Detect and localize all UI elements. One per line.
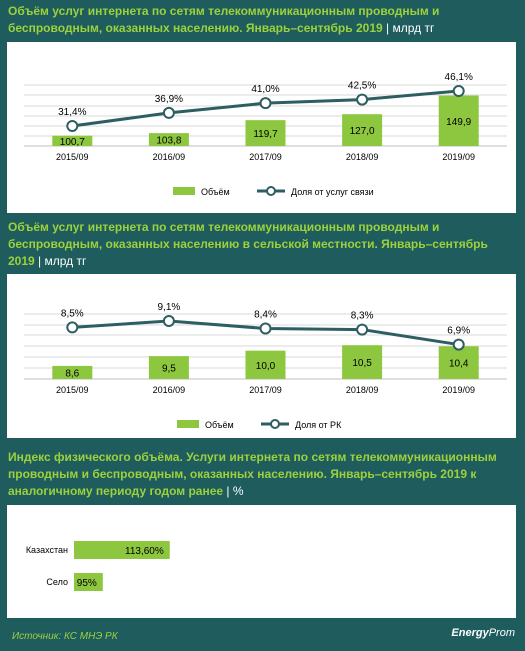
line-label: 8,3%	[351, 311, 374, 322]
line-label: 42,5%	[348, 81, 376, 92]
line-label: 6,9%	[447, 326, 470, 337]
x-tick-label: 2016/09	[153, 152, 186, 162]
bar-2015/09	[52, 135, 93, 146]
bar-label: 10,5	[352, 358, 372, 369]
hbar-category-label: Казахстан	[26, 545, 68, 555]
energyprom-logo: EnergyProm	[451, 627, 515, 639]
line-point	[259, 322, 272, 335]
chart2-svg: 8,6 2015/09 9,5 2016/09 10,0 2017/09 10,5 2018/…	[24, 302, 507, 430]
line-point	[356, 323, 369, 336]
line-point	[356, 93, 369, 106]
chart2-title-text: Объём услуг интернета по сетям телекомму…	[8, 220, 488, 268]
bar-2019/09	[438, 346, 479, 379]
line-point	[66, 321, 79, 334]
x-tick-label: 2015/09	[56, 152, 89, 162]
hbar-Казахстан	[74, 541, 170, 559]
legend-swatch-bar	[173, 187, 195, 195]
legend-swatch-point	[266, 186, 276, 196]
hbar-value-label: 113,60%	[125, 546, 164, 557]
bar-2017/09	[245, 350, 286, 379]
logo-light: Prom	[488, 627, 515, 639]
bar-label: 103,8	[156, 136, 181, 147]
bar-label: 10,0	[256, 361, 276, 372]
chart3-panel: Казахстан 113,60% Село 95%	[7, 505, 516, 618]
legend-swatch-point	[270, 419, 280, 429]
x-tick-label: 2017/09	[249, 385, 282, 395]
line-label: 9,1%	[158, 302, 181, 313]
chart2-panel: 8,6 2015/09 9,5 2016/09 10,0 2017/09 10,5 2018/…	[7, 274, 516, 438]
legend-label-bar: Объём	[205, 420, 234, 430]
chart1-title-text: Объём услуг интернета по сетям телекомму…	[8, 4, 440, 35]
hbar-value-label: 95%	[77, 578, 97, 589]
line-label: 31,4%	[58, 107, 86, 118]
chart2-unit: | млрд тг	[38, 254, 87, 268]
chart1-title: Объём услуг интернета по сетям телекомму…	[8, 3, 513, 37]
legend-label-line: Доля от РК	[295, 420, 342, 430]
bar-2018/09	[342, 345, 383, 379]
line-point	[452, 338, 465, 351]
chart3-unit: | %	[226, 484, 244, 498]
line-label: 41,0%	[251, 84, 279, 95]
x-tick-label: 2015/09	[56, 385, 89, 395]
chart3-svg: Казахстан 113,60% Село 95%	[26, 541, 170, 591]
x-tick-label: 2019/09	[442, 152, 475, 162]
line-point	[259, 97, 272, 110]
x-tick-label: 2019/09	[442, 385, 475, 395]
line-label: 46,1%	[445, 72, 473, 83]
source-note: Источник: КС МНЭ РК	[12, 631, 118, 642]
logo-bold: Energy	[451, 627, 489, 639]
x-tick-label: 2018/09	[346, 385, 379, 395]
bar-label: 10,4	[449, 359, 469, 370]
line-point	[162, 106, 175, 119]
chart1-unit: | млрд тг	[386, 21, 435, 35]
bar-label: 8,6	[65, 368, 79, 379]
bar-label: 127,0	[350, 126, 375, 137]
chart2-title: Объём услуг интернета по сетям телекомму…	[8, 219, 488, 270]
line-label: 36,9%	[155, 94, 183, 105]
bar-label: 119,7	[253, 129, 278, 140]
line-label: 8,4%	[254, 310, 277, 321]
x-tick-label: 2017/09	[249, 152, 282, 162]
bar-label: 100,7	[60, 137, 85, 148]
bar-label: 149,9	[446, 117, 471, 128]
line-label: 8,5%	[61, 308, 84, 319]
bar-2016/09	[148, 356, 189, 379]
chart3-title-text: Индекс физического объёма. Услуги интерн…	[8, 450, 497, 498]
legend-label-bar: Объём	[201, 187, 230, 197]
legend-swatch-bar	[177, 420, 199, 428]
x-tick-label: 2016/09	[153, 385, 186, 395]
bar-2015/09	[52, 365, 93, 379]
line-point	[66, 120, 79, 132]
bar-2018/09	[342, 114, 383, 146]
hbar-category-label: Село	[46, 577, 68, 587]
line-point	[162, 315, 175, 327]
chart3-title: Индекс физического объёма. Услуги интерн…	[8, 449, 516, 500]
legend-label-line: Доля от услуг связи	[291, 187, 374, 197]
x-tick-label: 2018/09	[346, 152, 379, 162]
line-point	[452, 85, 465, 97]
bar-2017/09	[245, 120, 286, 146]
bar-2019/09	[438, 95, 479, 146]
bar-2016/09	[148, 133, 189, 146]
chart1-svg: 100,7 2015/09 103,8 2016/09 119,7 2017/09 127,…	[24, 72, 507, 197]
bar-label: 9,5	[162, 364, 176, 375]
hbar-Село	[74, 573, 103, 591]
chart1-panel: 100,7 2015/09 103,8 2016/09 119,7 2017/09 127,…	[7, 42, 516, 213]
